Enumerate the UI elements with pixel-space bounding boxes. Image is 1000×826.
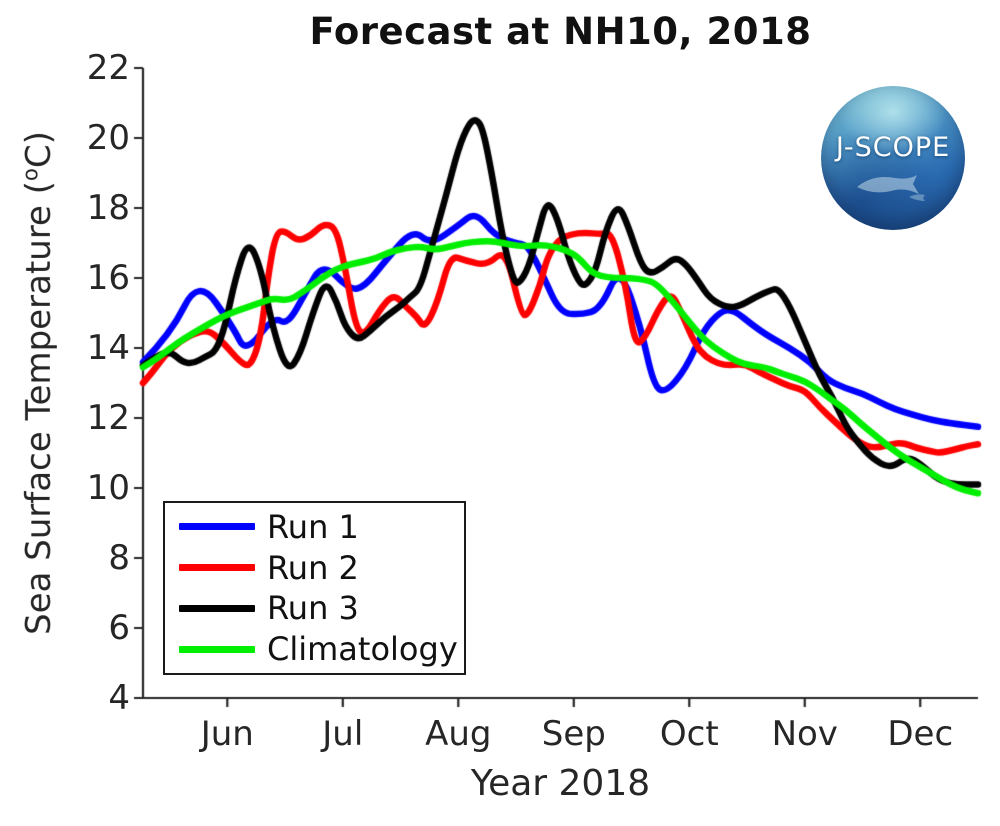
legend-item-climatology: Climatology (179, 632, 464, 666)
degree-superscript: o (17, 168, 43, 181)
x-tick-label-jul: Jul (322, 714, 364, 754)
y-tick-label-4: 4 (108, 678, 130, 718)
x-axis-label: Year 2018 (470, 763, 651, 804)
legend-label: Run 3 (267, 589, 359, 628)
y-tick-label-12: 12 (86, 398, 130, 438)
legend: Run 1 Run 2 Run 3 Climatology (163, 501, 466, 675)
legend-line-sample (179, 604, 255, 612)
y-tick-label-20: 20 (86, 118, 130, 158)
legend-line-sample (179, 564, 255, 572)
legend-line-sample (179, 523, 255, 531)
legend-label: Run 2 (267, 548, 359, 587)
x-tick-label-nov: Nov (771, 714, 838, 754)
jscope-logo: J-SCOPE (821, 86, 965, 230)
x-tick-label-jun: Jun (200, 714, 254, 754)
y-tick-label-8: 8 (108, 538, 130, 578)
legend-label: Climatology (267, 630, 458, 669)
x-tick-label-sep: Sep (541, 714, 606, 754)
legend-item-run-2: Run 2 (179, 551, 464, 585)
y-tick-label-18: 18 (86, 188, 130, 228)
y-tick-label-6: 6 (108, 608, 130, 648)
chart-title: Forecast at NH10, 2018 (309, 10, 812, 53)
y-tick-label-14: 14 (86, 328, 130, 368)
x-tick-label-aug: Aug (425, 714, 492, 754)
y-tick-label-22: 22 (86, 48, 130, 88)
x-tick-label-oct: Oct (659, 714, 719, 754)
fish-icon (857, 175, 925, 201)
legend-label: Run 1 (267, 507, 359, 546)
y-tick-label-16: 16 (86, 258, 130, 298)
y-tick-label-10: 10 (86, 468, 130, 508)
legend-line-sample (179, 645, 255, 653)
jscope-logo-label: J-SCOPE (835, 132, 951, 163)
legend-item-run-3: Run 3 (179, 591, 464, 625)
legend-item-run-1: Run 1 (179, 510, 464, 544)
x-tick-label-dec: Dec (887, 714, 954, 754)
